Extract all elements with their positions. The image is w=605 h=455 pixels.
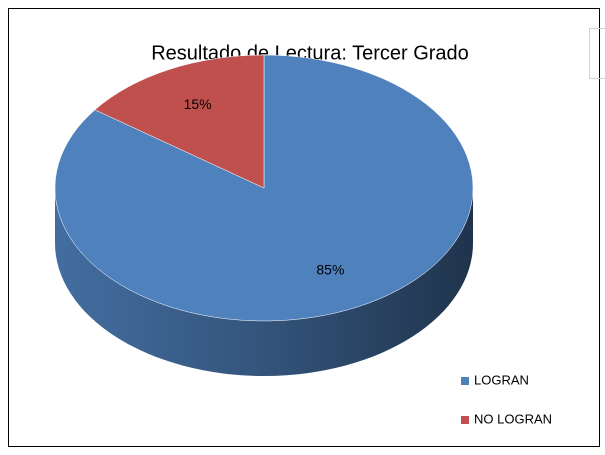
- pie: 85% 15%: [54, 54, 474, 376]
- legend: LOGRAN NO LOGRAN: [461, 372, 552, 426]
- legend-swatch: [461, 377, 469, 385]
- data-label: 15%: [184, 96, 212, 112]
- slice-side-shade: [55, 188, 473, 376]
- data-label: 85%: [316, 262, 344, 278]
- legend-label: LOGRAN: [474, 372, 529, 387]
- legend-label: NO LOGRAN: [474, 411, 552, 426]
- slice: [54, 54, 474, 322]
- frame-artifact: [589, 28, 605, 79]
- slice: [94, 54, 265, 189]
- legend-swatch: [461, 416, 469, 424]
